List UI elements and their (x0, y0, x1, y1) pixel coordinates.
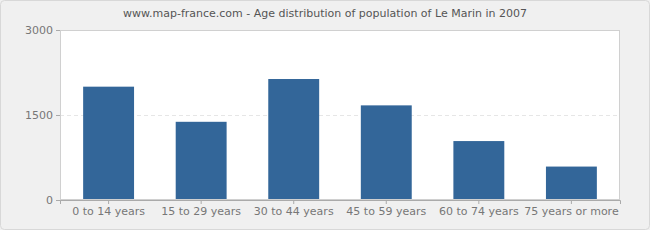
axis-line (61, 201, 621, 205)
tick-label: 15 to 29 years (161, 205, 241, 218)
tick: 15 to 29 years (161, 200, 241, 218)
tick-mark (56, 115, 60, 116)
tick-mark (56, 200, 60, 201)
bars (83, 79, 597, 200)
tick-label: 0 (46, 194, 53, 207)
tick-mark (108, 200, 109, 204)
tick-label: 3000 (25, 24, 53, 37)
tick: 75 years or more (524, 200, 619, 218)
bar (361, 105, 412, 200)
tick-label: 75 years or more (524, 205, 619, 218)
tick: 30 to 44 years (254, 200, 334, 218)
axis-line (56, 31, 61, 201)
tick-mark (386, 200, 387, 204)
title: www.map-france.com - Age distribution of… (123, 7, 527, 20)
bar (83, 87, 134, 200)
plot-area (60, 30, 620, 200)
grid-line (60, 115, 620, 116)
bar (453, 141, 504, 200)
chart: www.map-france.com - Age distribution of… (0, 0, 650, 230)
tick-label: 1500 (25, 109, 53, 122)
tick-mark (293, 200, 294, 204)
tick-label: 45 to 59 years (346, 205, 426, 218)
tick: 3000 (25, 24, 60, 37)
tick: 0 (46, 194, 60, 207)
tick-mark (56, 30, 60, 31)
tick-label: 0 to 14 years (72, 205, 145, 218)
tick: 60 to 74 years (439, 200, 519, 218)
x-axis: 0 to 14 years 15 to 29 years 30 to 44 year… (61, 200, 621, 218)
tick-mark (571, 200, 572, 204)
plot-frame (61, 31, 620, 200)
bar (176, 122, 227, 200)
tick: 45 to 59 years (346, 200, 426, 218)
tick-label: 60 to 74 years (439, 205, 519, 218)
bar (268, 79, 319, 200)
background (1, 1, 650, 230)
bar (546, 167, 597, 200)
y-axis: 0 1500 3000 (25, 24, 61, 207)
tick: 0 to 14 years (72, 200, 145, 218)
tick-mark (201, 200, 202, 204)
tick-mark (478, 200, 479, 204)
tick: 1500 (25, 109, 60, 122)
tick-label: 30 to 44 years (254, 205, 334, 218)
